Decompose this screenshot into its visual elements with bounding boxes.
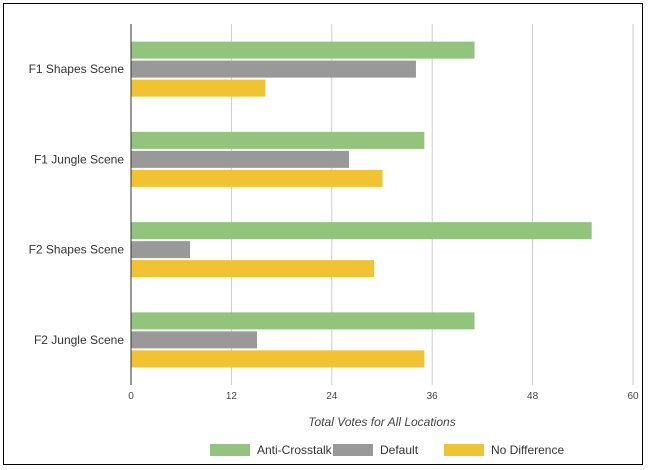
legend-swatch: [333, 444, 373, 456]
x-tick-label: 0: [128, 391, 134, 402]
gridlines: [230, 24, 634, 385]
bar-default: [131, 150, 350, 168]
bar-chart: F1 Shapes Scene F1 Jungle Scene F2 Shapes …: [29, 24, 639, 457]
bar-no-difference: [131, 350, 425, 368]
bar-anti-crosstalk: [131, 41, 475, 59]
legend-label: No Difference: [491, 443, 564, 457]
x-tick-labels: 0 12 24 36 48 60: [128, 391, 639, 402]
chart-frame: F1 Shapes Scene F1 Jungle Scene F2 Shapes …: [3, 3, 643, 465]
x-tick-label: 12: [226, 391, 238, 402]
bar-default: [131, 331, 257, 349]
category-label: F2 Shapes Scene: [29, 243, 125, 257]
x-tick-label: 60: [627, 391, 639, 402]
category-label: F1 Jungle Scene: [34, 152, 124, 166]
bar-no-difference: [131, 79, 266, 97]
bar-anti-crosstalk: [131, 222, 592, 240]
bar-no-difference: [131, 260, 375, 278]
category-labels: F1 Shapes Scene F1 Jungle Scene F2 Shapes …: [29, 62, 125, 347]
category-label: F1 Shapes Scene: [29, 62, 125, 76]
legend-label: Default: [380, 443, 419, 457]
bar-default: [131, 60, 416, 78]
legend-label: Anti-Crosstalk: [257, 443, 333, 457]
x-axis-title: Total Votes for All Locations: [308, 415, 455, 429]
bar-default: [131, 241, 191, 259]
legend-swatch: [444, 444, 484, 456]
x-tick-label: 24: [326, 391, 338, 402]
x-tick-label: 48: [527, 391, 539, 402]
bars: [131, 41, 592, 368]
legend: Anti-Crosstalk Default No Difference: [210, 443, 564, 457]
category-label: F2 Jungle Scene: [34, 333, 124, 347]
x-tick-label: 36: [427, 391, 439, 402]
bar-no-difference: [131, 169, 383, 187]
bar-anti-crosstalk: [131, 131, 425, 149]
legend-swatch: [210, 444, 250, 456]
bar-anti-crosstalk: [131, 312, 475, 330]
